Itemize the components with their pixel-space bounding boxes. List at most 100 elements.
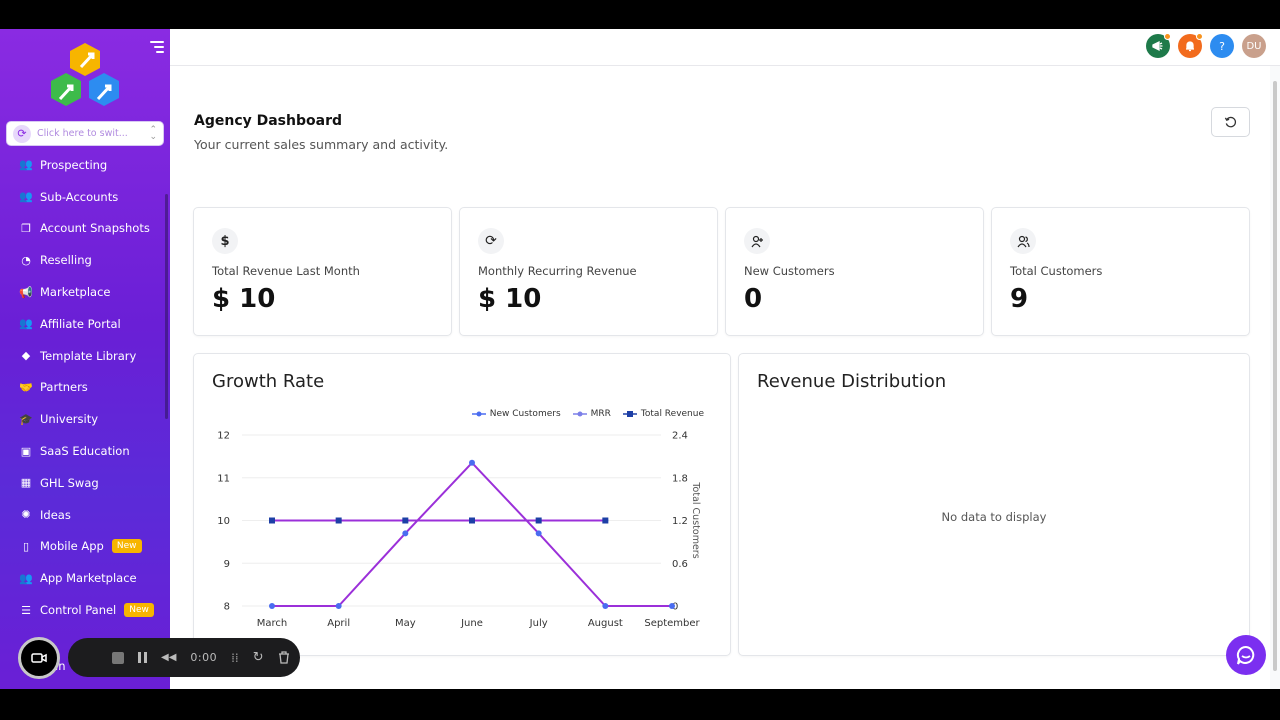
x-tick-label: May (395, 618, 416, 629)
new-badge: New (111, 539, 142, 554)
user-avatar[interactable]: DU (1242, 34, 1266, 58)
camera-toggle-button[interactable] (18, 637, 60, 679)
users-icon: 👥 (19, 571, 33, 585)
y2-tick-label: 1.2 (672, 516, 688, 527)
legend-item[interactable]: Total Revenue (622, 409, 704, 419)
legend-item[interactable]: MRR (572, 409, 611, 419)
sidebar-item-label: Partners (40, 380, 88, 395)
data-point (269, 517, 275, 524)
empty-state-text: No data to display (941, 510, 1047, 524)
data-point (335, 517, 342, 524)
stat-label: New Customers (744, 264, 835, 278)
switch-icon: ⟳ (13, 124, 31, 143)
y-tick-label: 11 (217, 473, 230, 484)
sidebar-item-label: Mobile App (40, 539, 104, 554)
sidebar-item-control-panel[interactable]: ☰ Control Panel New (0, 594, 170, 626)
graduation-cap-icon: 🎓 (19, 412, 33, 426)
data-point (402, 517, 409, 524)
revenue-distribution-title: Revenue Distribution (757, 371, 947, 392)
sidebar-item-label: Prospecting (40, 157, 108, 172)
data-point (602, 517, 609, 524)
sidebar-item-label: Marketplace (40, 285, 111, 300)
restart-icon[interactable]: ↻ (252, 650, 264, 665)
sidebar-item-sub-accounts[interactable]: 👥 Sub-Accounts (0, 181, 170, 213)
stat-value: 9 (1010, 284, 1029, 314)
sidebar-collapse-icon[interactable] (150, 41, 164, 53)
growth-rate-chart: 8 9 10 11 12 0 0.6 1.2 1.8 2.4 Total Customers Marc… (217, 431, 701, 630)
x-tick-label: August (588, 618, 623, 629)
sidebar-item-label: University (40, 412, 99, 427)
video-camera-icon (31, 653, 47, 663)
main-scrollbar[interactable] (1273, 81, 1277, 671)
y2-tick-label: 0 (672, 602, 678, 613)
stat-label: Total Customers (1010, 264, 1103, 278)
stat-label: Total Revenue Last Month (212, 264, 360, 278)
account-switcher[interactable]: ⟳ Click here to swit... ⌃ ⌄ (6, 121, 164, 146)
revenue-distribution-card: Revenue Distribution No data to display (738, 353, 1250, 656)
data-point (535, 517, 542, 524)
sidebar-item-label: Control Panel (40, 603, 117, 618)
sidebar: ⟳ Click here to swit... ⌃ ⌄ 👥 Prospecting 👥… (0, 29, 170, 689)
rewind-icon[interactable]: ◀◀ (161, 652, 177, 663)
sidebar-item-account-snapshots[interactable]: ❐ Account Snapshots (0, 213, 170, 245)
sidebar-item-template-library[interactable]: ◆ Template Library (0, 340, 170, 372)
sidebar-scrollbar[interactable] (165, 194, 168, 419)
education-icon: ▣ (20, 444, 32, 458)
chat-widget-button[interactable] (1226, 635, 1266, 675)
legend-label: MRR (590, 409, 611, 419)
chart-legend: New Customers MRR Total Revenue (471, 409, 704, 419)
app-logo[interactable] (48, 41, 122, 111)
legend-label: New Customers (489, 409, 561, 419)
x-tick-label: September (644, 618, 700, 629)
user-plus-icon (744, 228, 770, 254)
sidebar-item-ghl-swag[interactable]: ▦ GHL Swag (0, 467, 170, 499)
page-title: Agency Dashboard (194, 113, 342, 129)
top-bar: ? DU (170, 29, 1280, 66)
series-line-new-customers (272, 461, 672, 607)
notification-bell-icon[interactable] (1178, 33, 1203, 58)
sidebar-item-label: Ideas (40, 507, 71, 522)
stat-label: Monthly Recurring Revenue (478, 264, 637, 278)
sidebar-item-partners[interactable]: 🤝 Partners (0, 372, 170, 404)
help-icon[interactable]: ? (1210, 34, 1234, 58)
refresh-icon (1224, 116, 1237, 127)
app-frame: ⟳ Click here to swit... ⌃ ⌄ 👥 Prospecting 👥… (0, 29, 1280, 689)
sidebar-item-reselling[interactable]: ◔ Reselling (0, 244, 170, 276)
sidebar-item-label: Sub-Accounts (40, 189, 119, 204)
stat-value: $ 10 (212, 284, 276, 314)
data-point (469, 459, 475, 466)
copy-icon: ❐ (21, 221, 31, 235)
sidebar-item-affiliate-portal[interactable]: 👥 Affiliate Portal (0, 308, 170, 340)
data-point (402, 530, 409, 537)
sidebar-item-mobile-app[interactable]: ▯ Mobile App New (0, 531, 170, 563)
sidebar-item-university[interactable]: 🎓 University (0, 403, 170, 435)
sidebar-item-label: Reselling (40, 253, 92, 268)
users-icon (1010, 228, 1036, 254)
sidebar-item-label: Affiliate Portal (40, 316, 121, 331)
stat-card: ⟳ Monthly Recurring Revenue $ 10 (459, 207, 718, 336)
grid-dots-icon[interactable]: ⁞⁞ (231, 650, 239, 665)
trash-icon[interactable] (278, 651, 290, 664)
legend-item[interactable]: New Customers (471, 409, 561, 419)
refresh-button[interactable] (1211, 107, 1250, 137)
sidebar-item-prospecting[interactable]: 👥 Prospecting (0, 149, 170, 181)
growth-rate-title: Growth Rate (212, 371, 325, 392)
stop-record-button[interactable] (112, 651, 124, 664)
announcement-icon[interactable] (1146, 33, 1171, 58)
recorder-time: 0:00 (190, 651, 218, 664)
sidebar-item-label: Template Library (40, 348, 137, 363)
main-content: Agency Dashboard Your current sales summ… (170, 66, 1280, 689)
prospecting-icon: 👥 (19, 158, 33, 172)
sidebar-item-app-marketplace[interactable]: 👥 App Marketplace (0, 562, 170, 594)
data-point (669, 603, 675, 609)
pause-icon[interactable] (138, 652, 147, 663)
x-tick-label: June (460, 618, 483, 629)
sidebar-item-marketplace[interactable]: 📢 Marketplace (0, 276, 170, 308)
shapes-icon: ◆ (21, 349, 31, 363)
y-tick-label: 9 (224, 559, 230, 570)
sliders-icon: ☰ (21, 603, 31, 617)
store-icon: ▦ (20, 476, 32, 490)
sidebar-item-ideas[interactable]: ✺ Ideas (0, 499, 170, 531)
sidebar-item-saas-education[interactable]: ▣ SaaS Education (0, 435, 170, 467)
data-point (469, 517, 475, 524)
